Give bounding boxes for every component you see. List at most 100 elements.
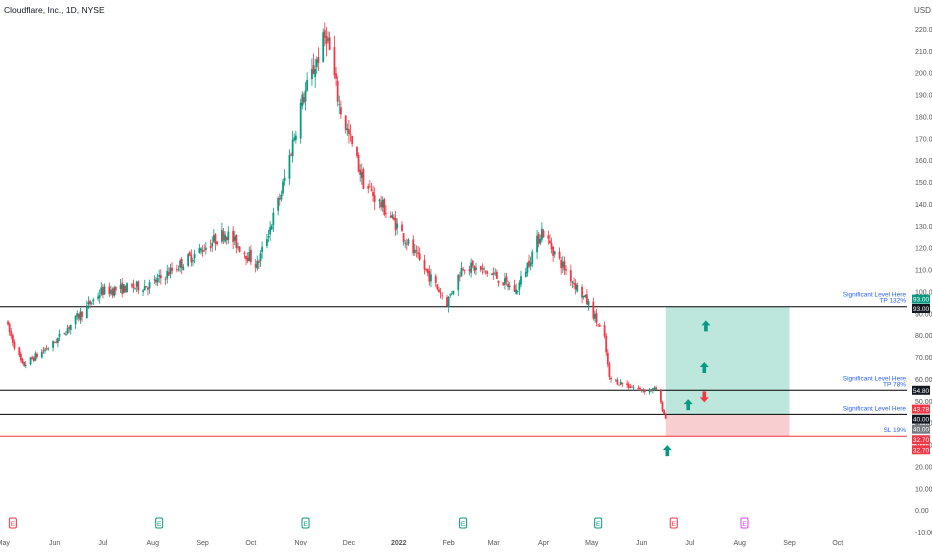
candle-body bbox=[438, 289, 440, 293]
candle-body bbox=[257, 261, 260, 263]
candle-body bbox=[55, 341, 58, 343]
level-label: Significant Level Here bbox=[843, 292, 907, 299]
loss-zone bbox=[665, 414, 790, 437]
candle-body bbox=[36, 353, 38, 358]
candle-body bbox=[333, 47, 336, 76]
candle-body bbox=[246, 257, 249, 261]
candle-body bbox=[103, 286, 106, 294]
candle-body bbox=[137, 281, 140, 291]
earnings-letter: E bbox=[742, 521, 747, 528]
candle-body bbox=[269, 227, 272, 235]
time-axis[interactable]: May Jun Jul Aug Sep Oct Nov Dec 2022 Feb Mar Apr May… bbox=[0, 540, 843, 547]
candle-body bbox=[227, 231, 230, 241]
candle-body bbox=[306, 80, 309, 91]
candle-body bbox=[114, 286, 117, 291]
candle-body bbox=[249, 249, 252, 263]
candle-body bbox=[339, 107, 342, 115]
x-tick-label: Nov bbox=[294, 540, 307, 547]
y-tick-label: 40.00 bbox=[915, 421, 932, 428]
candle-body bbox=[661, 401, 664, 412]
candle-body bbox=[642, 390, 645, 392]
candle-body bbox=[18, 347, 21, 356]
candle-body bbox=[225, 236, 228, 241]
candle-body bbox=[547, 235, 550, 239]
candle-body bbox=[619, 381, 622, 385]
candle-body bbox=[351, 136, 354, 145]
candle-body bbox=[595, 313, 598, 323]
candle-body bbox=[569, 270, 572, 282]
earnings-icon[interactable] bbox=[740, 517, 749, 529]
candle-body bbox=[145, 286, 148, 288]
candle-body bbox=[608, 363, 611, 377]
candle-body bbox=[204, 247, 207, 250]
candle-body bbox=[606, 352, 609, 365]
candle-body bbox=[280, 194, 283, 200]
candle-body bbox=[21, 359, 24, 363]
x-tick-label: Dec bbox=[343, 540, 356, 547]
x-tick-label: Aug bbox=[733, 540, 746, 547]
candle-body bbox=[142, 290, 145, 292]
candle-body bbox=[473, 266, 476, 272]
candle-body bbox=[212, 235, 215, 242]
candle-body bbox=[235, 234, 238, 249]
price-tag-bg bbox=[912, 385, 930, 395]
candle-body bbox=[134, 287, 136, 289]
candle-body bbox=[288, 154, 291, 179]
candle-body bbox=[89, 300, 91, 305]
y-tick-label: 0.00 bbox=[915, 508, 929, 515]
candle-body bbox=[270, 225, 273, 230]
candle-body bbox=[24, 364, 27, 367]
candle-body bbox=[627, 384, 630, 388]
earnings-icon[interactable] bbox=[8, 517, 17, 529]
candle-body bbox=[425, 268, 428, 270]
candle-body bbox=[362, 169, 365, 189]
candle-body bbox=[507, 283, 510, 288]
x-tick-label: Jun bbox=[636, 540, 647, 547]
x-tick-label: May bbox=[585, 540, 599, 547]
candle-body bbox=[29, 357, 32, 365]
candle-body bbox=[294, 135, 297, 140]
candle-body bbox=[468, 269, 471, 272]
candle-body bbox=[491, 273, 493, 276]
candle-body bbox=[267, 236, 270, 238]
candle-body bbox=[222, 231, 225, 240]
candle-body bbox=[177, 269, 180, 271]
earnings-icon[interactable] bbox=[155, 517, 164, 529]
candle-body bbox=[434, 276, 437, 283]
x-tick-label: May bbox=[0, 540, 10, 547]
candle-body bbox=[344, 115, 347, 130]
level-label: Significant Level Here bbox=[843, 375, 907, 382]
price-axis[interactable]: 220.00 210.00 200.00 190.00 180.00 170.00 160.… bbox=[915, 27, 932, 537]
candle-body bbox=[188, 252, 191, 256]
x-tick-label: Mar bbox=[488, 540, 501, 547]
candle-body bbox=[508, 285, 511, 288]
candle-body bbox=[540, 228, 543, 240]
level-sublabel: TP 132% bbox=[879, 298, 906, 305]
candle-body bbox=[653, 387, 656, 390]
candle-body bbox=[497, 280, 500, 284]
candle-body bbox=[74, 315, 77, 325]
earnings-icon[interactable] bbox=[301, 517, 310, 529]
candle-body bbox=[479, 265, 482, 271]
earnings-icon[interactable] bbox=[594, 517, 603, 529]
candle-body bbox=[484, 270, 487, 272]
candle-body bbox=[659, 390, 662, 402]
horizontal-levels[interactable] bbox=[0, 306, 907, 437]
candle-body bbox=[317, 57, 320, 63]
candle-body bbox=[370, 189, 373, 191]
earnings-letter: E bbox=[11, 521, 16, 528]
candle-body bbox=[7, 321, 9, 325]
candle-body bbox=[166, 270, 169, 279]
candle-body bbox=[102, 286, 104, 296]
earnings-icon[interactable] bbox=[669, 517, 678, 529]
price-tag-label: 43.78 bbox=[913, 407, 930, 414]
candle-body bbox=[637, 387, 640, 389]
earnings-icon[interactable] bbox=[459, 517, 468, 529]
candle-body bbox=[389, 215, 392, 218]
candle-body bbox=[256, 260, 259, 269]
candle-body bbox=[301, 94, 304, 106]
y-tick-label: 140.00 bbox=[915, 202, 932, 209]
candle-body bbox=[640, 389, 643, 391]
